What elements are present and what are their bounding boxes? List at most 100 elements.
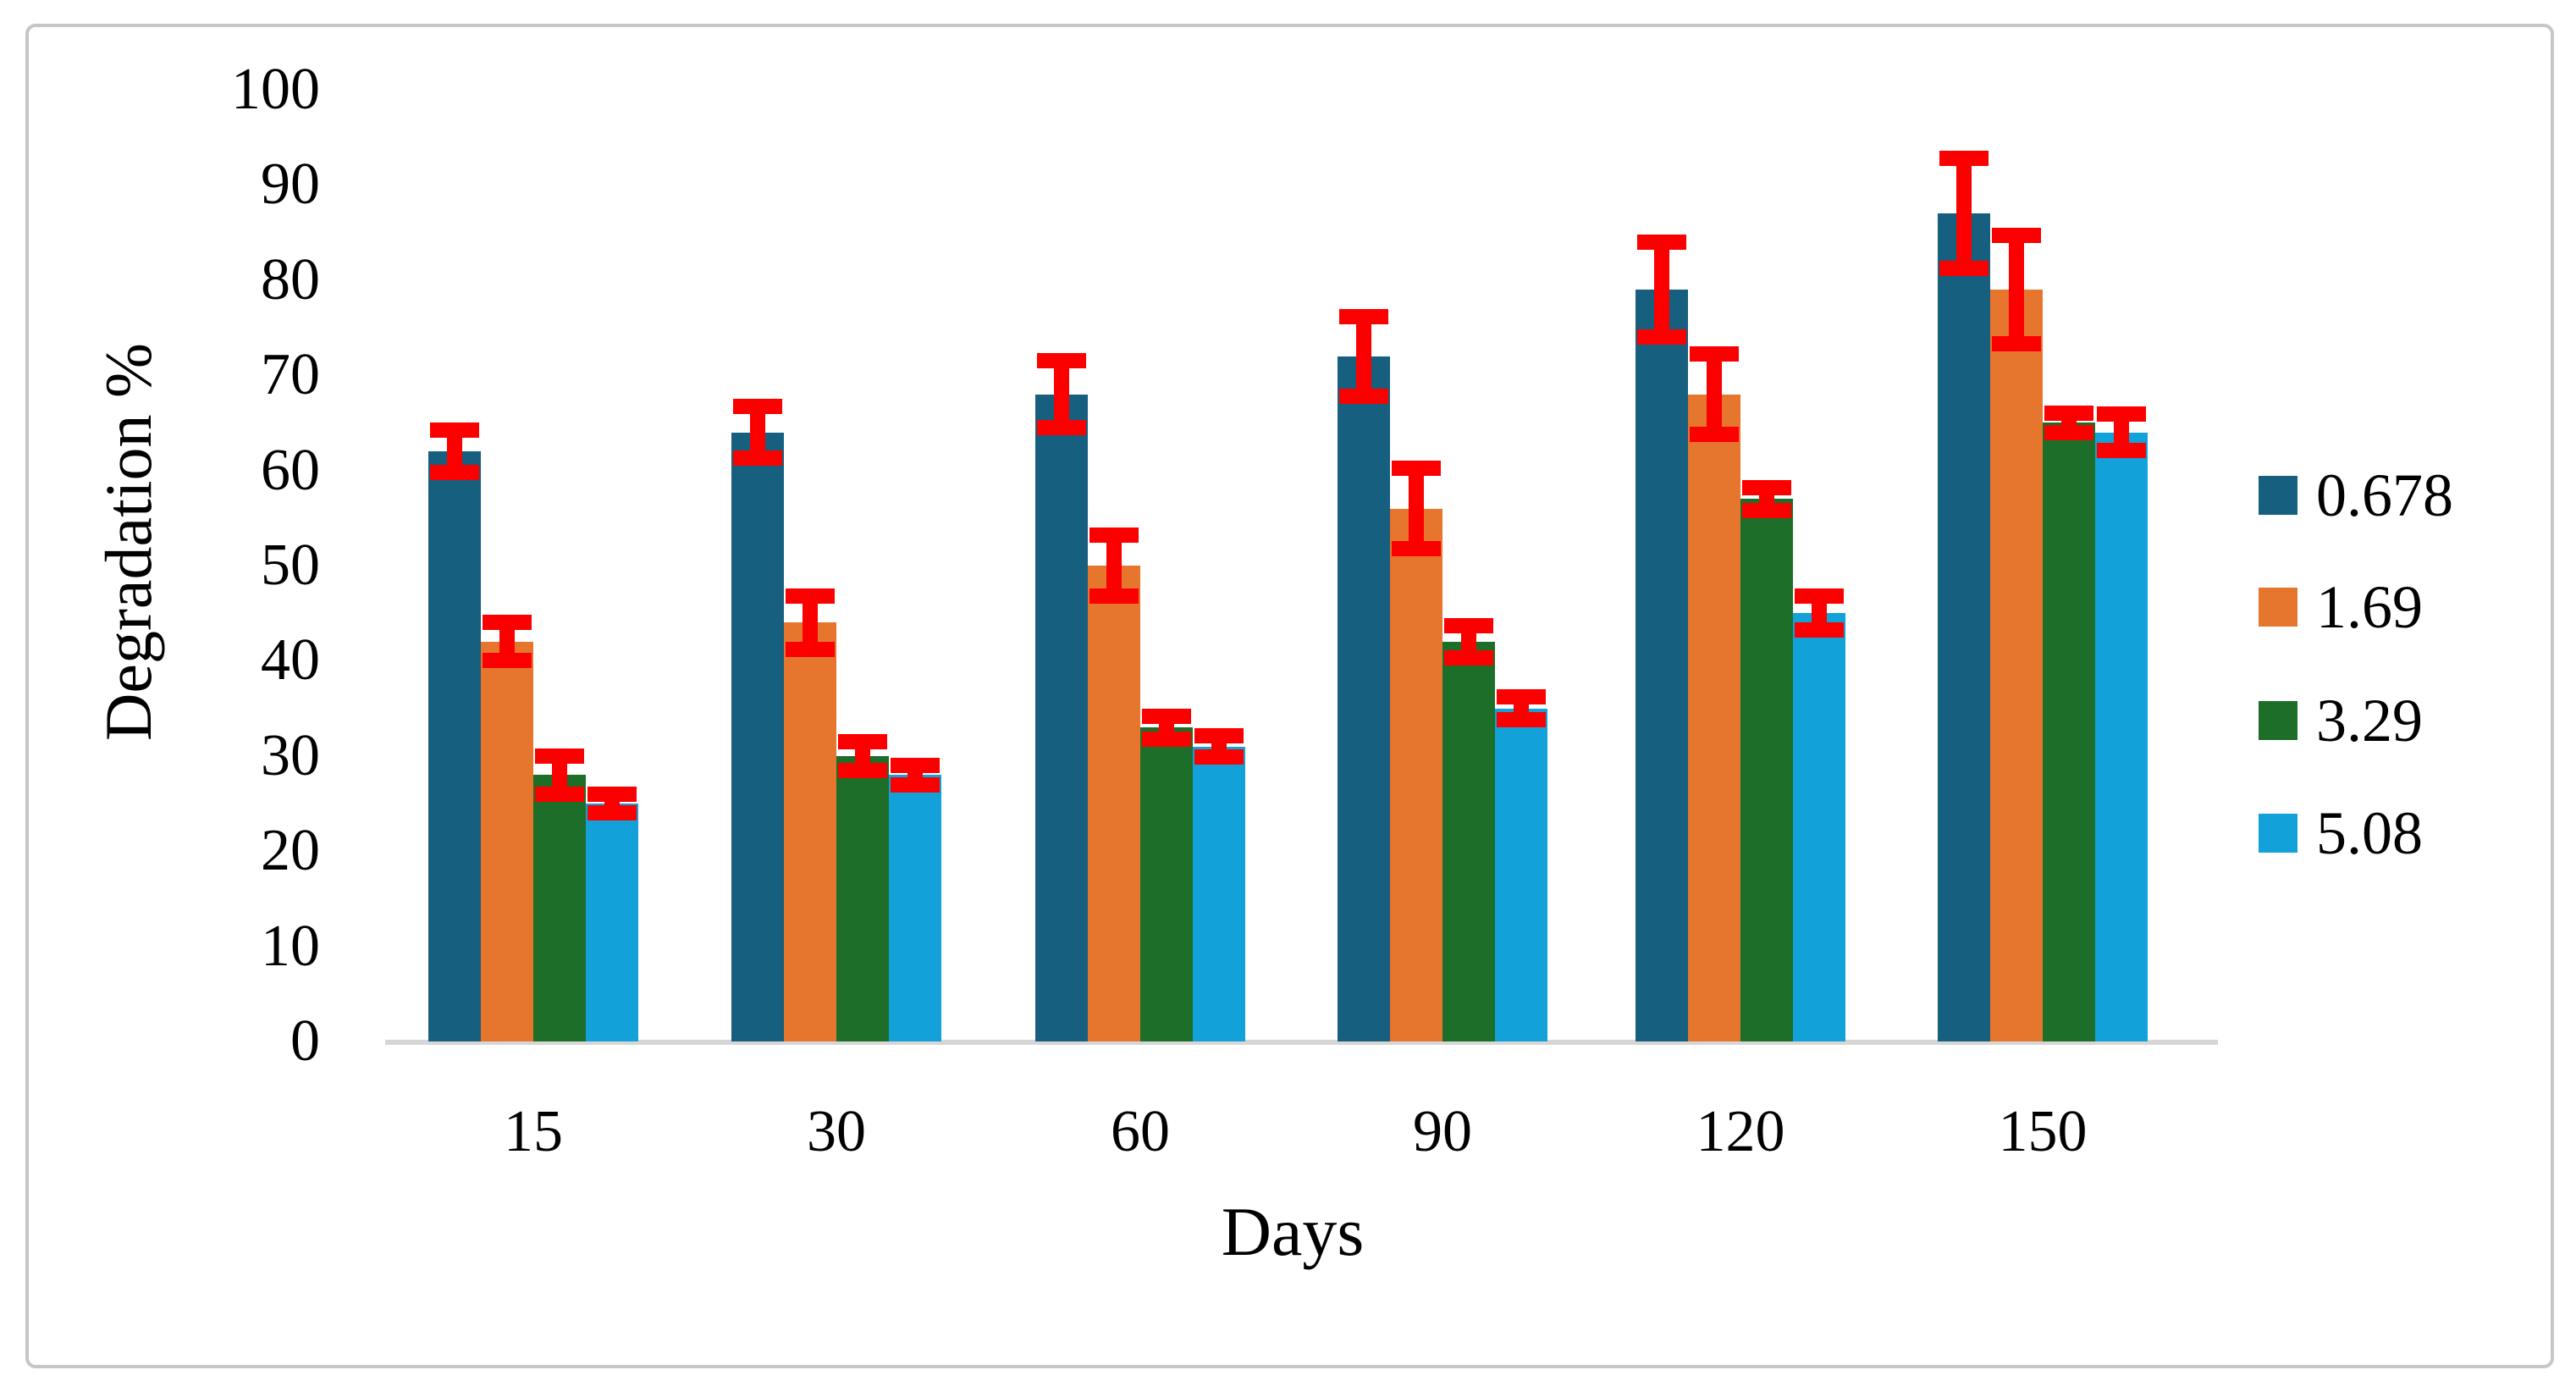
bar-5.08-day150 [2095, 432, 2148, 1041]
y-tick-label: 30 [261, 722, 320, 788]
error-bar-cap [430, 464, 479, 480]
error-bar-cap [1194, 728, 1244, 744]
error-bar-stem [1106, 535, 1122, 596]
error-bar-stem [1654, 241, 1669, 338]
bar-1.69-day60 [1088, 566, 1140, 1041]
error-bar-cap [1444, 617, 1493, 633]
error-bar-cap [1444, 650, 1493, 666]
error-bar-stem [447, 430, 462, 472]
x-axis-line [385, 1040, 2218, 1045]
error-bar-cap [733, 399, 782, 415]
bar-1.69-day30 [784, 622, 836, 1041]
error-bar-stem [499, 622, 515, 661]
error-bar-cap [1637, 234, 1686, 250]
chart-frame [25, 24, 2554, 1368]
error-bar-cap [1497, 712, 1546, 728]
error-bar-cap [483, 653, 532, 669]
error-bar-cap [786, 641, 835, 657]
error-bar-cap [1142, 731, 1191, 747]
error-bar-cap [1939, 261, 1989, 277]
y-tick-label: 20 [261, 818, 320, 884]
error-bar-stem [1409, 468, 1424, 549]
x-tick-label: 150 [1998, 1099, 2088, 1164]
bar-3.29-day30 [836, 755, 889, 1041]
error-bar-cap [535, 748, 584, 764]
error-bar-stem [1812, 595, 1827, 631]
error-bar-cap [587, 805, 637, 821]
bar-5.08-day60 [1193, 746, 1245, 1041]
error-bar-cap [1339, 388, 1388, 404]
bar-1.69-day120 [1688, 394, 1740, 1041]
error-bar-cap [733, 450, 782, 466]
error-bar-cap [1690, 346, 1739, 362]
legend-label-5.08: 5.08 [2316, 799, 2423, 867]
error-bar-cap [1089, 588, 1139, 604]
error-bar-cap [2044, 406, 2093, 422]
error-bar-stem [1461, 625, 1476, 658]
error-bar-cap [2097, 406, 2146, 423]
error-bar-cap [838, 733, 887, 749]
bar-0.678-day90 [1338, 356, 1390, 1041]
error-bar-cap [1742, 502, 1791, 518]
error-bar-cap [786, 588, 835, 604]
legend-label-0.678: 0.678 [2316, 461, 2453, 529]
x-tick-label: 120 [1696, 1099, 1785, 1164]
legend-label-3.29: 3.29 [2316, 687, 2423, 754]
x-tick-label: 30 [807, 1099, 866, 1164]
legend-swatch-1.69 [2259, 588, 2297, 627]
y-tick-label: 0 [290, 1008, 320, 1074]
bar-1.69-day15 [481, 641, 533, 1041]
bar-1.69-day90 [1390, 508, 1442, 1041]
bar-3.29-day60 [1140, 727, 1193, 1041]
error-bar-cap [1939, 150, 1989, 166]
bar-3.29-day150 [2043, 423, 2095, 1041]
legend-swatch-0.678 [2259, 476, 2297, 515]
bar-0.678-day150 [1938, 213, 1990, 1041]
error-bar-cap [1392, 461, 1441, 477]
error-bar-stem [1956, 157, 1972, 269]
y-tick-label: 70 [261, 342, 320, 408]
y-tick-label: 80 [261, 246, 320, 312]
y-tick-label: 90 [261, 152, 320, 218]
y-tick-label: 50 [261, 533, 320, 598]
y-tick-label: 100 [231, 57, 320, 122]
y-tick-label: 40 [261, 627, 320, 693]
error-bar-cap [891, 758, 940, 774]
error-bar-cap [1742, 479, 1791, 495]
error-bar-stem [1356, 316, 1371, 396]
bar-0.678-day60 [1035, 394, 1088, 1041]
error-bar-cap [483, 615, 532, 631]
bar-5.08-day120 [1793, 613, 1845, 1041]
error-bar-cap [838, 762, 887, 778]
error-bar-cap [1142, 708, 1191, 724]
error-bar-cap [2097, 442, 2146, 458]
error-bar-cap [1497, 689, 1546, 705]
error-bar-cap [1795, 588, 1844, 604]
error-bar-stem [1707, 354, 1722, 434]
bar-3.29-day15 [533, 775, 586, 1041]
legend-swatch-5.08 [2259, 814, 2297, 853]
bar-5.08-day15 [586, 804, 638, 1041]
error-bar-stem [2114, 414, 2129, 450]
error-bar-cap [1392, 540, 1441, 556]
error-bar-stem [2009, 235, 2024, 345]
error-bar-stem [552, 755, 567, 794]
legend-swatch-3.29 [2259, 701, 2297, 740]
bar-0.678-day30 [731, 432, 784, 1041]
bar-3.29-day120 [1740, 499, 1793, 1041]
error-bar-cap [1992, 227, 2041, 243]
error-bar-cap [1637, 329, 1686, 345]
x-tick-label: 15 [504, 1099, 563, 1164]
error-bar-cap [1795, 622, 1844, 638]
error-bar-cap [1089, 528, 1139, 544]
bar-1.69-day150 [1990, 290, 2043, 1041]
error-bar-cap [1690, 426, 1739, 442]
x-axis-title: Days [1221, 1193, 1365, 1270]
bar-5.08-day30 [889, 775, 941, 1041]
error-bar-cap [1339, 308, 1388, 324]
y-tick-label: 10 [261, 913, 320, 979]
error-bar-stem [750, 406, 765, 458]
legend-label-1.69: 1.69 [2316, 573, 2423, 641]
error-bar-cap [2044, 424, 2093, 440]
